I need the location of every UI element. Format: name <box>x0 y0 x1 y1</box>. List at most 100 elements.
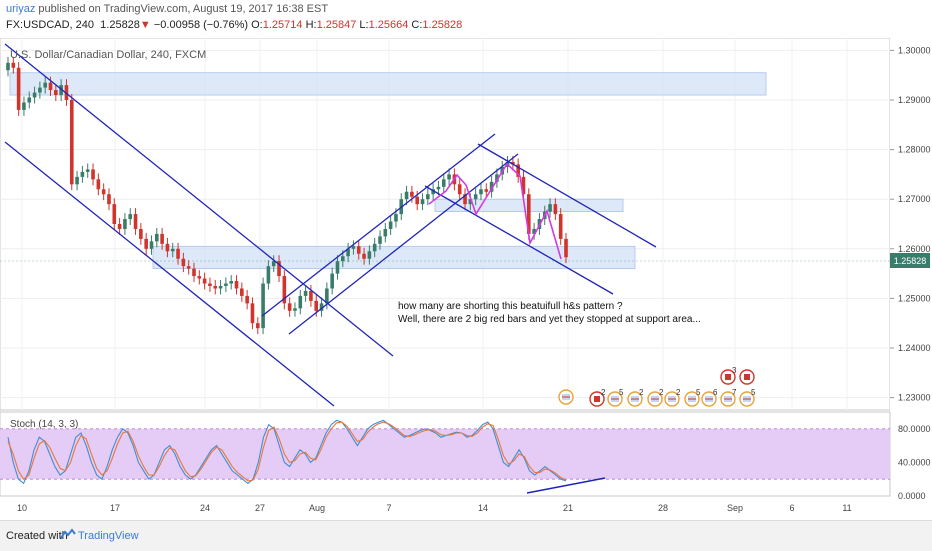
candle-body <box>457 184 462 195</box>
candle-body <box>521 176 526 195</box>
last-price-tag-text: 1.25828 <box>894 256 927 266</box>
stoch-k-line <box>7 419 567 485</box>
low-label: L: <box>359 19 369 31</box>
time-tick-label: Sep <box>727 503 743 513</box>
asc-channel-upper[interactable] <box>261 133 496 317</box>
falling-resistance-line[interactable] <box>477 143 657 248</box>
stoch-tick-label: 80.0000 <box>898 424 931 434</box>
time-tick-label: 11 <box>842 503 851 513</box>
candle-body <box>479 189 483 195</box>
low-value: 1.25664 <box>368 19 409 31</box>
event-marker[interactable]: 2 <box>589 388 606 407</box>
candle-body <box>282 276 287 304</box>
candle-body <box>516 164 520 177</box>
chart-title: U.S. Dollar/Canadian Dollar, 240, FXCM <box>10 49 206 61</box>
price-tick-label: 1.27000 <box>898 194 931 204</box>
event-marker[interactable]: 6 <box>701 388 718 407</box>
annotation-line-1[interactable]: how many are shorting this beatuifull h&… <box>398 301 623 312</box>
candle-body <box>404 191 409 200</box>
candle-body <box>32 92 37 98</box>
candle-body <box>266 266 271 284</box>
candle-body <box>356 246 361 254</box>
candle-body <box>181 258 186 267</box>
event-marker[interactable]: 2 <box>647 388 664 407</box>
canada-flag-icon <box>744 374 750 380</box>
event-count: 2 <box>639 388 644 397</box>
candle-body <box>149 241 154 249</box>
stoch-d-line <box>7 421 567 482</box>
stoch-tick-label: 40.0000 <box>898 457 931 467</box>
event-marker[interactable]: 2 <box>664 388 681 407</box>
candle-body <box>447 174 451 180</box>
event-marker[interactable] <box>558 389 574 405</box>
footer-bar: Created with TradingView <box>0 520 932 551</box>
time-tick-label: 27 <box>255 503 265 513</box>
event-marker[interactable]: 5 <box>607 388 624 407</box>
event-marker[interactable]: 3 <box>720 366 737 385</box>
canada-flag-icon <box>725 374 731 380</box>
stoch-divergence-line[interactable] <box>526 477 606 494</box>
candle-body <box>441 179 446 187</box>
event-marker[interactable] <box>739 369 755 385</box>
event-marker[interactable]: 5 <box>684 388 701 407</box>
annotation-line-2[interactable]: Well, there are 2 big red bars and yet t… <box>398 314 701 325</box>
event-marker[interactable]: 7 <box>720 388 737 407</box>
candle-body <box>489 181 494 192</box>
event-marker[interactable]: 2 <box>627 388 644 407</box>
candle-body <box>255 323 260 329</box>
candle-body <box>165 243 170 252</box>
price-tick-label: 1.26000 <box>898 244 931 254</box>
candle-body <box>388 221 393 229</box>
price-axis[interactable] <box>890 38 932 520</box>
candle-body <box>314 300 319 311</box>
support-resistance-zones <box>9 72 767 270</box>
candle-body <box>80 171 85 177</box>
head-shoulders-pattern[interactable] <box>428 162 562 260</box>
asc-channel-lower[interactable] <box>288 153 519 335</box>
price-chart[interactable]: 1.30000 1.29000 1.28000 1.27000 1.26000 1.250… <box>0 38 932 520</box>
candle-body <box>6 62 10 71</box>
event-marker[interactable]: 5 <box>739 388 756 407</box>
ohlc-line: FX:USDCAD, 240 1.25828▼ −0.00958 (−0.76%… <box>6 19 462 31</box>
economic-event-markers[interactable]: 2 5 2 2 2 5 6 3 7 5 <box>558 366 756 407</box>
zone-rect[interactable] <box>9 72 767 96</box>
chart-header: uriyaz published on TradingView.com, Aug… <box>0 0 932 36</box>
candle-body <box>532 228 536 234</box>
tradingview-brand[interactable]: TradingView <box>78 530 139 542</box>
price-tick-label: 1.25000 <box>898 293 931 303</box>
candle-body <box>91 169 95 180</box>
candle-body <box>96 179 101 190</box>
candle-body <box>112 204 117 224</box>
trendline-drawings[interactable] <box>4 43 657 407</box>
stoch-title: Stoch (14, 3, 3) <box>10 419 78 430</box>
time-axis[interactable]: 10 17 24 27 Aug 7 14 21 28 Sep 6 11 <box>17 503 852 513</box>
candle-body <box>558 214 563 239</box>
candle-body <box>351 246 356 249</box>
last-price: 1.25828 <box>100 19 140 31</box>
candle-body <box>277 261 281 277</box>
author-link[interactable]: uriyaz <box>6 3 36 15</box>
candle-body <box>372 243 377 252</box>
falling-support-line[interactable] <box>424 185 614 295</box>
high-value: 1.25847 <box>316 19 357 31</box>
open-value: 1.25714 <box>262 19 303 31</box>
candle-body <box>548 204 552 212</box>
candle-body <box>85 169 90 172</box>
desc-channel-lower[interactable] <box>4 141 335 407</box>
candle-body <box>415 196 419 205</box>
time-tick-label: 24 <box>200 503 210 513</box>
event-count: 6 <box>713 388 718 397</box>
candle-body <box>202 278 207 284</box>
candle-body <box>426 194 430 200</box>
candle-body <box>527 194 531 234</box>
time-tick-label: 10 <box>17 503 27 513</box>
candle-body <box>139 228 143 239</box>
desc-channel-upper[interactable] <box>4 43 394 357</box>
candle-body <box>43 82 47 88</box>
candle-body <box>155 233 159 242</box>
time-tick-label: 28 <box>658 503 668 513</box>
last-price-marker: 1.25828 <box>0 253 930 268</box>
candle-body <box>362 253 366 259</box>
time-tick-label: Aug <box>309 503 325 513</box>
close-value: 1.25828 <box>422 19 463 31</box>
